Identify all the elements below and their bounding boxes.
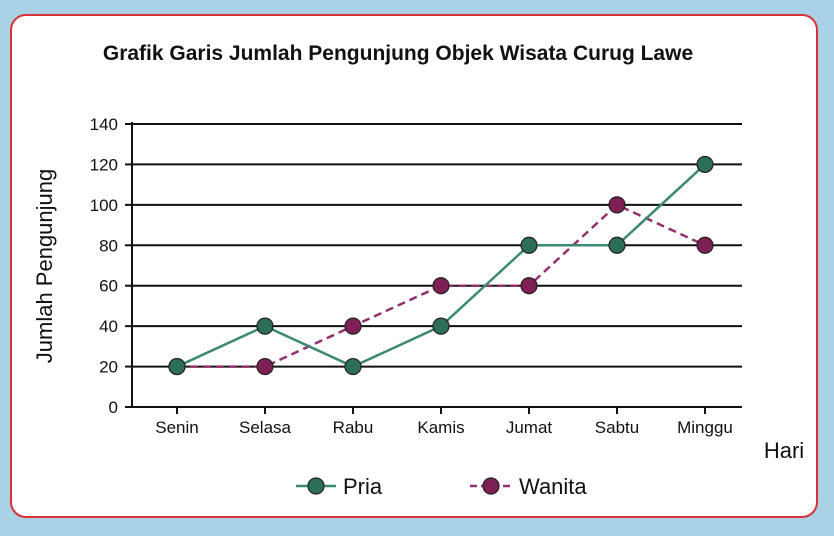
y-tick-label: 40 xyxy=(99,317,118,336)
series-lines xyxy=(176,163,706,368)
y-tick-label: 120 xyxy=(90,155,118,174)
x-tick-label-senin: Senin xyxy=(155,418,198,437)
legend-label-pria: Pria xyxy=(343,474,383,499)
y-tick-label: 60 xyxy=(99,277,118,296)
x-tick-label-kamis: Kamis xyxy=(417,418,464,437)
x-tick-label-jumat: Jumat xyxy=(506,418,553,437)
point-wanita-rabu xyxy=(344,317,362,335)
series-markers xyxy=(168,155,714,376)
point-wanita-selasa xyxy=(256,357,274,376)
x-tick-label-rabu: Rabu xyxy=(333,418,374,437)
chart-title: Grafik Garis Jumlah Pengunjung Objek Wis… xyxy=(103,42,693,65)
point-wanita-jumat xyxy=(520,277,538,295)
point-pria-jumat xyxy=(520,236,538,254)
y-tick-label: 0 xyxy=(109,398,118,417)
y-tick-label: 140 xyxy=(90,115,118,134)
legend-marker-pria xyxy=(307,477,325,495)
y-tick-label: 20 xyxy=(99,358,118,377)
axes xyxy=(125,122,742,414)
x-tick-label-selasa: Selasa xyxy=(239,418,292,437)
x-tick-label-minggu: Minggu xyxy=(677,418,733,437)
y-axis-label: Jumlah Pengunjung xyxy=(32,169,57,363)
legend-item-wanita: Wanita xyxy=(470,474,587,499)
legend-item-pria: Pria xyxy=(296,474,383,499)
x-tick-label-sabtu: Sabtu xyxy=(595,418,639,437)
legend-marker-wanita xyxy=(482,477,500,495)
point-wanita-kamis xyxy=(432,277,450,295)
point-pria-rabu xyxy=(344,357,362,376)
y-tick-label: 80 xyxy=(99,236,118,255)
point-pria-selasa xyxy=(256,317,274,335)
chart-card xyxy=(10,14,818,518)
y-tick-label: 100 xyxy=(90,196,118,215)
y-tick-labels: 0 20 40 60 80 100 120 140 xyxy=(90,115,118,417)
legend: Pria Wanita xyxy=(296,474,587,499)
point-pria-kamis xyxy=(432,317,450,335)
point-pria-sabtu xyxy=(608,236,626,254)
legend-label-wanita: Wanita xyxy=(519,474,587,499)
series-line-pria xyxy=(176,163,706,368)
x-axis-label: Hari xyxy=(764,438,804,463)
point-pria-minggu xyxy=(696,155,714,174)
point-wanita-minggu xyxy=(696,236,714,254)
x-tick-labels: Senin Selasa Rabu Kamis Jumat Sabtu Minggu xyxy=(155,418,733,437)
point-pria-senin xyxy=(168,357,186,376)
point-wanita-sabtu xyxy=(608,196,626,214)
